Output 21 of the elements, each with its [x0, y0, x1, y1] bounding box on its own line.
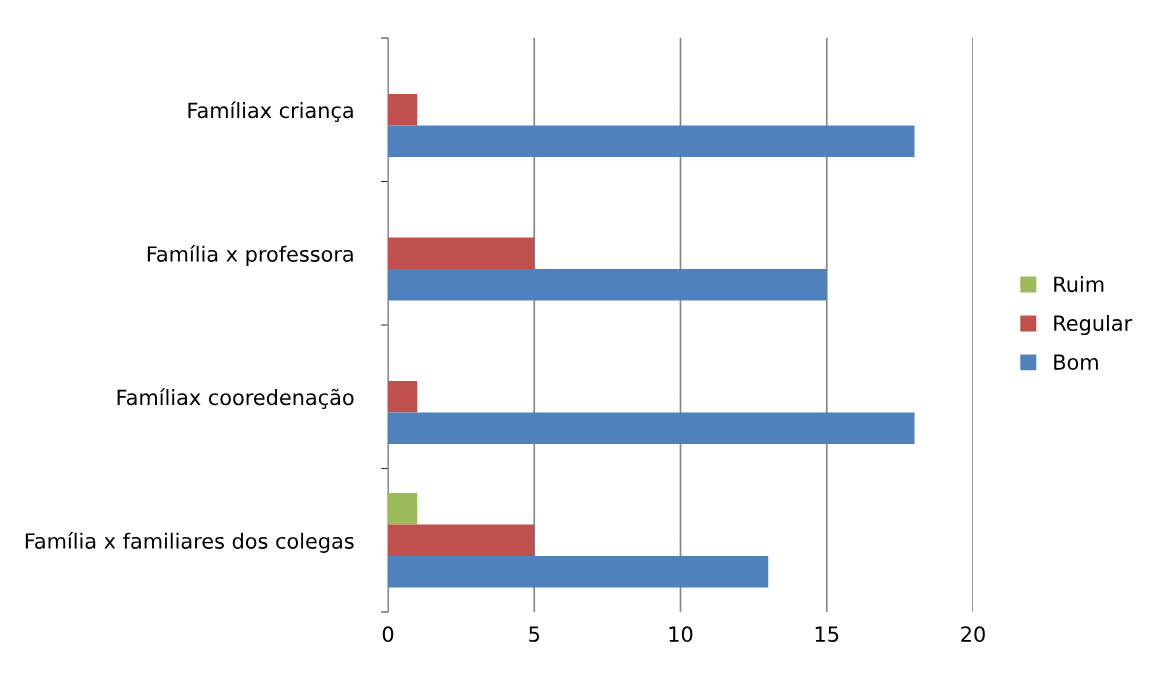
y-tick-label: Família x professora [147, 244, 353, 266]
bar [388, 492, 418, 525]
bar [388, 93, 418, 126]
x-tick-label: 20 [961, 626, 985, 643]
legend-label: Regular [1054, 314, 1133, 336]
legend-label: Ruim [1054, 276, 1104, 293]
bar [388, 125, 915, 158]
legend-label: Bom [1054, 354, 1098, 370]
bar [388, 524, 535, 557]
x-tick-label: 0 [382, 626, 394, 643]
y-tick-label: Família x familiares dos colegas [25, 531, 354, 553]
bar [388, 380, 418, 413]
x-tick-label: 10 [669, 626, 693, 643]
x-tick-label: 15 [815, 626, 839, 643]
y-tick-label: Famíliax criança [188, 101, 353, 122]
x-tick-label: 5 [529, 626, 540, 643]
y-tick-label: Famíliax cooredenação [117, 388, 354, 409]
bar [388, 269, 827, 301]
bar [388, 556, 769, 588]
bar [388, 412, 915, 445]
bar [388, 237, 535, 270]
